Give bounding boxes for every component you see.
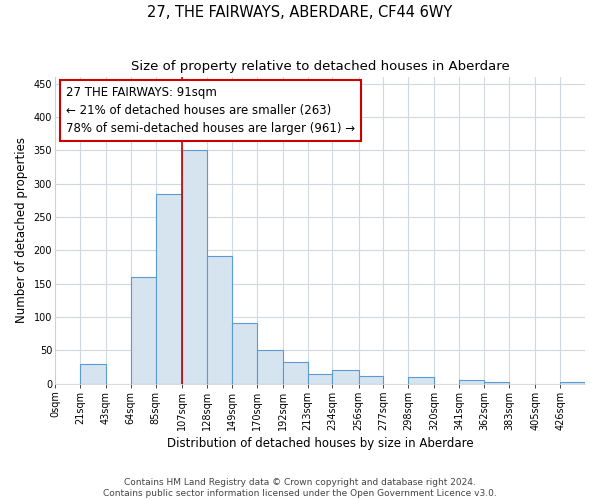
Bar	[232, 323, 257, 384]
X-axis label: Distribution of detached houses by size in Aberdare: Distribution of detached houses by size …	[167, 437, 473, 450]
Bar	[359, 376, 383, 384]
Bar	[182, 150, 207, 384]
Bar	[283, 362, 308, 384]
Bar	[560, 382, 585, 384]
Bar	[257, 350, 283, 384]
Bar	[131, 277, 156, 384]
Bar	[332, 370, 359, 384]
Bar	[484, 382, 509, 384]
Bar	[460, 380, 484, 384]
Text: 27, THE FAIRWAYS, ABERDARE, CF44 6WY: 27, THE FAIRWAYS, ABERDARE, CF44 6WY	[148, 5, 452, 20]
Title: Size of property relative to detached houses in Aberdare: Size of property relative to detached ho…	[131, 60, 509, 73]
Text: Contains HM Land Registry data © Crown copyright and database right 2024.
Contai: Contains HM Land Registry data © Crown c…	[103, 478, 497, 498]
Y-axis label: Number of detached properties: Number of detached properties	[15, 138, 28, 324]
Bar	[80, 364, 106, 384]
Bar	[156, 194, 182, 384]
Text: 27 THE FAIRWAYS: 91sqm
← 21% of detached houses are smaller (263)
78% of semi-de: 27 THE FAIRWAYS: 91sqm ← 21% of detached…	[65, 86, 355, 135]
Bar	[409, 377, 434, 384]
Bar	[308, 374, 332, 384]
Bar	[207, 256, 232, 384]
